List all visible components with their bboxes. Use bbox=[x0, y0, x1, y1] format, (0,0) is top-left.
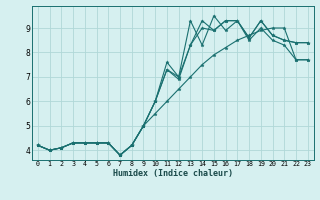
X-axis label: Humidex (Indice chaleur): Humidex (Indice chaleur) bbox=[113, 169, 233, 178]
